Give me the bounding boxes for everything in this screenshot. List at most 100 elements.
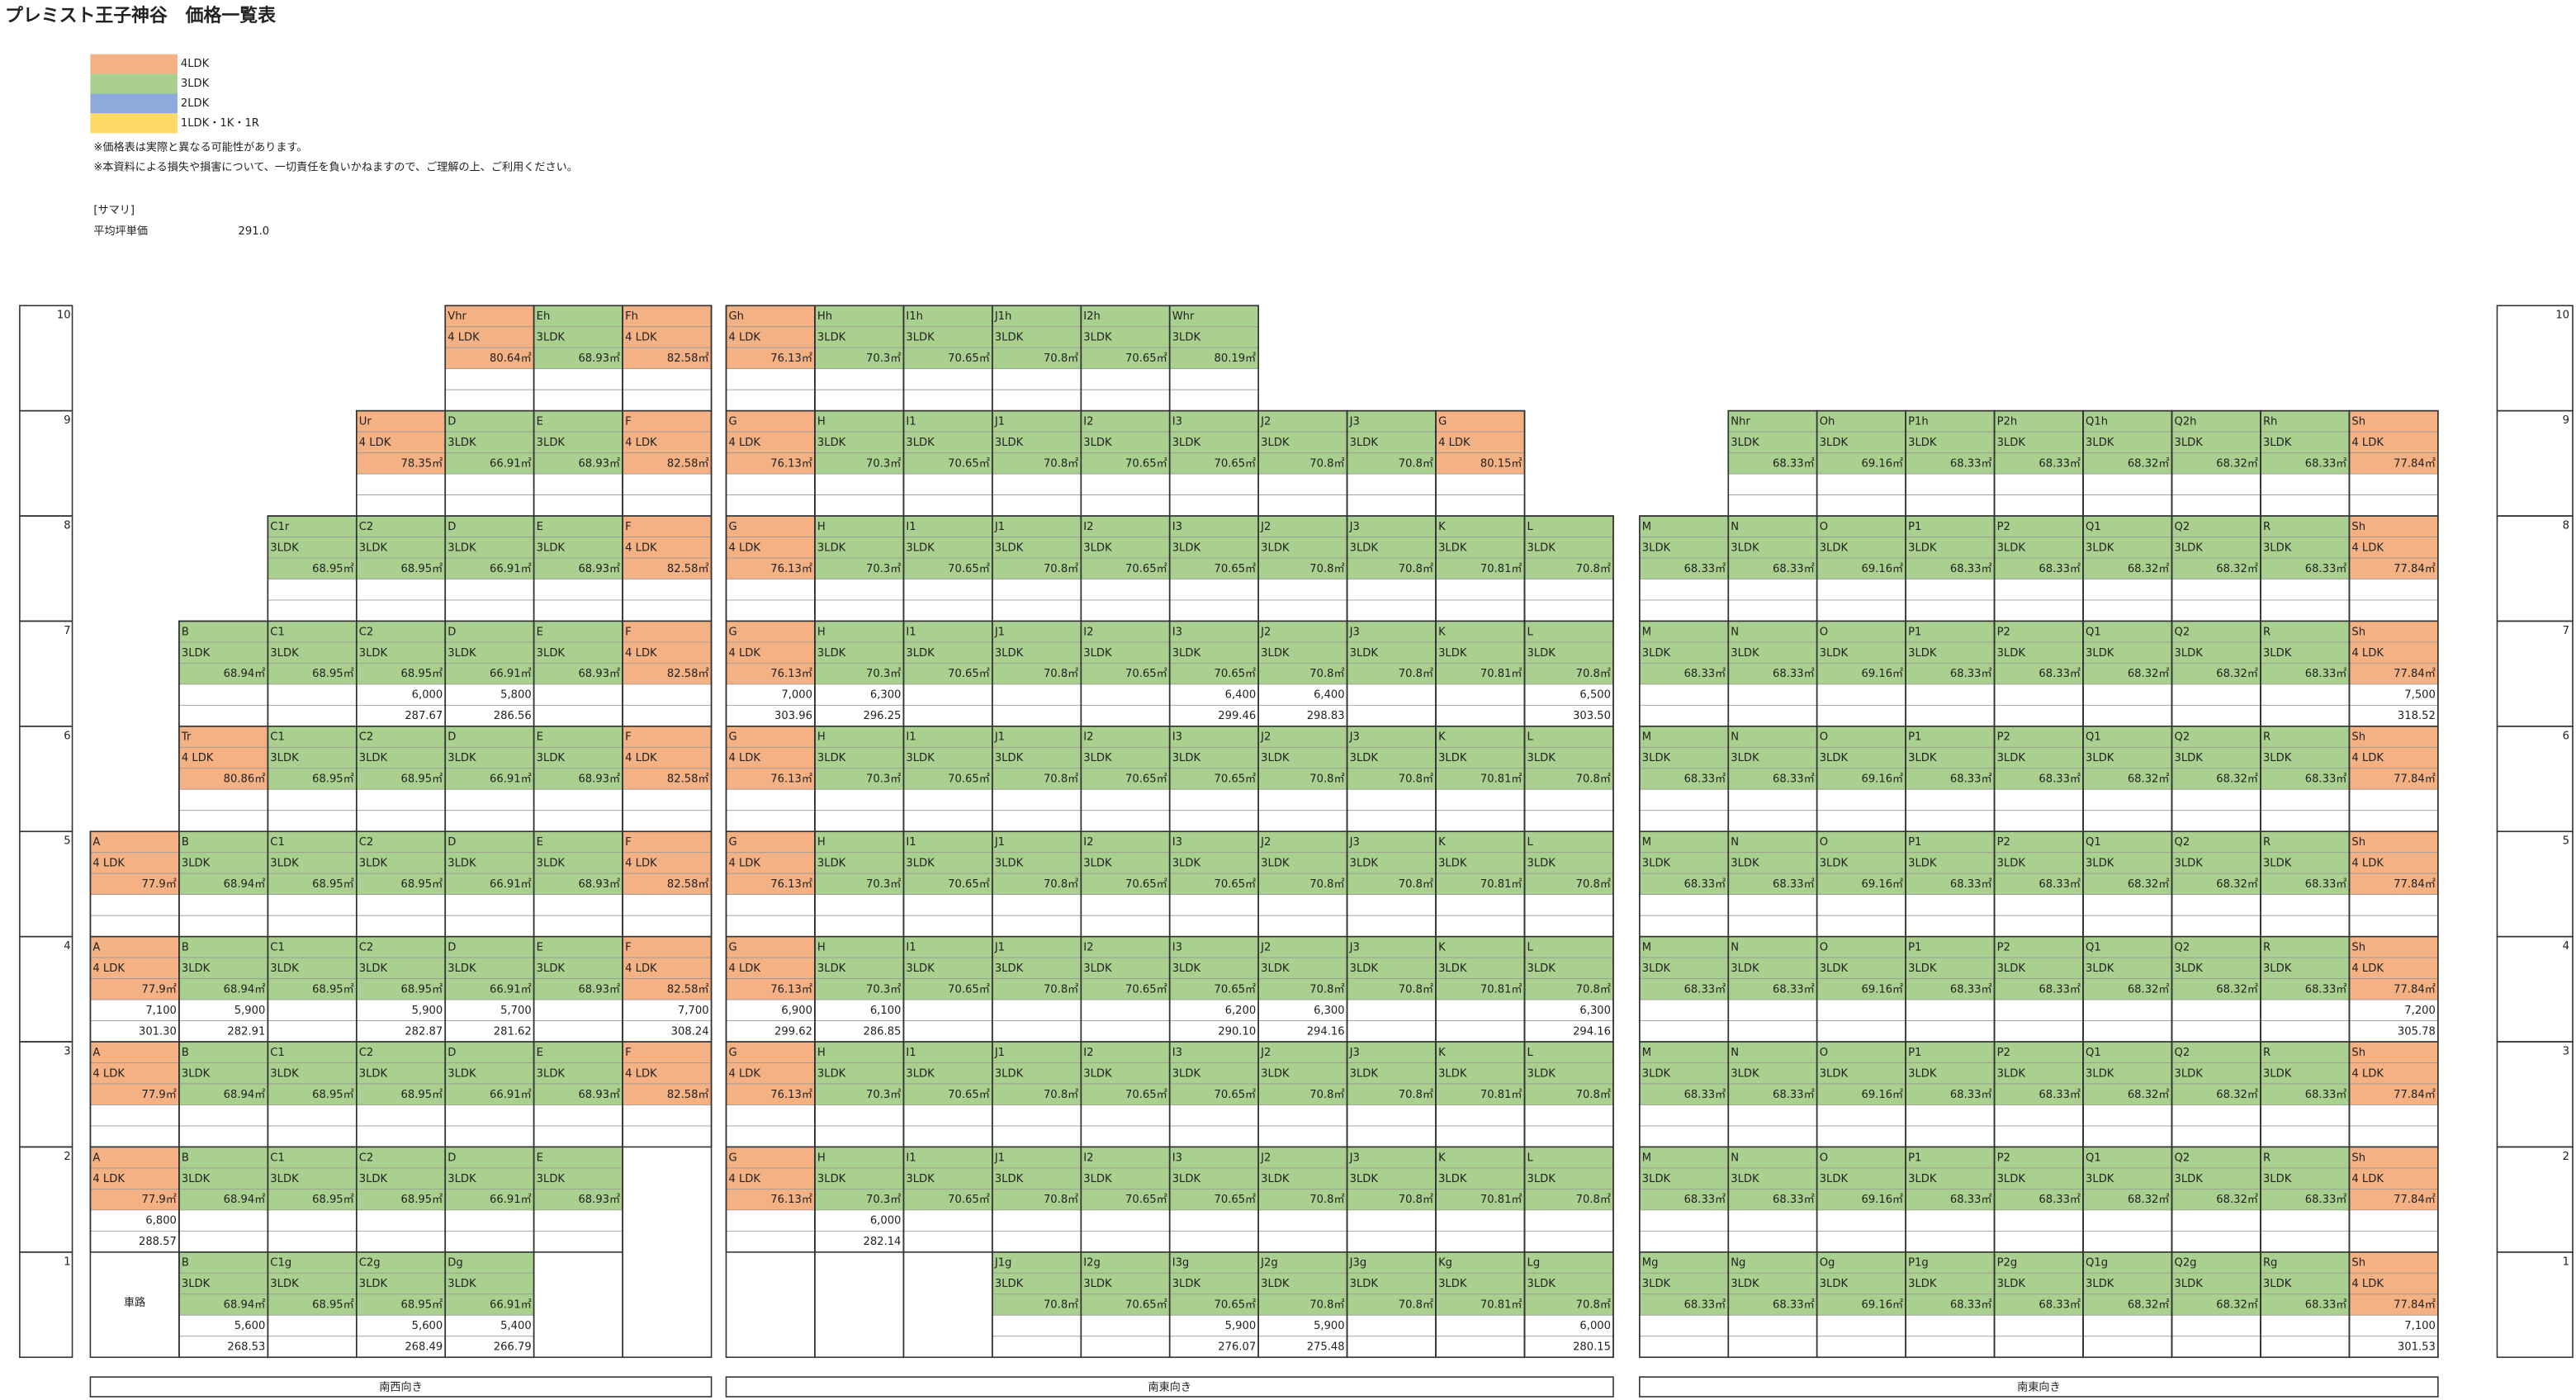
cell-row	[1727, 1294, 1818, 1316]
footer-box	[725, 1376, 1614, 1398]
unit-area: 68.33㎡	[1950, 1088, 1992, 1101]
unit-name: H	[817, 626, 826, 638]
cell-row	[1639, 999, 1729, 1021]
cell-row	[1257, 1189, 1348, 1211]
unit-type: 3LDK	[817, 752, 846, 764]
unit-type: 3LDK	[537, 1173, 566, 1185]
cell-row	[622, 999, 712, 1021]
cell-row	[1816, 1209, 1906, 1232]
cell-row	[814, 473, 904, 495]
unit-name: F	[625, 521, 632, 533]
cell-row	[992, 915, 1082, 938]
cell-row	[1524, 894, 1614, 916]
floor-box	[2496, 1041, 2574, 1148]
cell-row	[1169, 957, 1259, 980]
cell-row	[814, 1125, 904, 1147]
unit-area: 70.65㎡	[1215, 1193, 1257, 1206]
unit-area: 66.91㎡	[490, 773, 532, 786]
cell-row	[1905, 1336, 1996, 1358]
cell-row	[533, 726, 623, 748]
cell-row	[1169, 1209, 1259, 1232]
unit-name: D	[447, 626, 456, 638]
unit-type: 3LDK	[447, 858, 476, 870]
cell-row	[1435, 1020, 1525, 1043]
unit-name: P2	[1997, 1047, 2010, 1059]
cell-row	[1524, 1314, 1614, 1337]
unit-type: 3LDK	[182, 1067, 211, 1080]
cell-row	[622, 579, 712, 601]
unit-area: 68.95㎡	[312, 562, 354, 575]
cell-row	[992, 726, 1082, 748]
cell-row	[622, 726, 712, 748]
cell-row	[622, 368, 712, 390]
cell-row	[1727, 1020, 1818, 1043]
unit-name: B	[182, 1047, 189, 1059]
note: ※価格表は実際と異なる可能性があります。	[93, 141, 307, 154]
cell-row	[1435, 473, 1525, 495]
cell-row	[1257, 830, 1348, 854]
cell-row	[902, 978, 993, 1000]
cell-row	[1727, 1125, 1818, 1147]
unit-name: P1	[1908, 836, 1921, 849]
cell-row	[2082, 683, 2172, 706]
floor-box	[2496, 935, 2574, 1043]
cell-row	[902, 704, 993, 727]
cell-row	[444, 1294, 535, 1316]
cell-row	[1816, 1147, 1906, 1169]
cell-row	[1905, 1209, 1996, 1232]
unit-type: 3LDK	[2174, 962, 2203, 975]
unit-name: Q1	[2086, 1152, 2101, 1164]
cell-row	[1524, 830, 1614, 854]
cell-row	[1727, 599, 1818, 622]
cell-row	[1080, 1272, 1171, 1295]
cell-row	[1727, 621, 1818, 643]
cell-row	[90, 1041, 180, 1063]
unit-type: 3LDK	[817, 647, 846, 660]
unit-price: 5,900	[1225, 1320, 1257, 1332]
unit-area: 66.91㎡	[490, 877, 532, 891]
cell-row	[1347, 1020, 1437, 1043]
note: ※本資料による損失や損害について、一切責任を負いかねますので、ご理解の上、ご利用…	[93, 161, 577, 174]
cell-row	[1257, 1336, 1348, 1358]
cell-row	[2349, 1020, 2439, 1043]
cell-row	[814, 894, 904, 916]
unit-price: 6,300	[870, 689, 902, 702]
cell-row	[178, 1294, 268, 1316]
unit-type: 3LDK	[1350, 542, 1379, 554]
unit-name: J1	[994, 836, 1005, 849]
unit-area: 70.3㎡	[866, 982, 901, 996]
cell-row	[356, 1189, 446, 1211]
unit-type: 3LDK	[1731, 437, 1759, 449]
unit-type: 4 LDK	[728, 1173, 760, 1185]
unit-area: 70.65㎡	[948, 773, 990, 786]
unit-area: 68.33㎡	[1684, 667, 1726, 680]
cell-row	[992, 683, 1082, 706]
cell-row	[1524, 621, 1614, 643]
cell-row	[1080, 1230, 1171, 1253]
unit-area: 68.32㎡	[2216, 877, 2258, 891]
cell-row	[533, 431, 623, 454]
cell-row	[90, 1125, 180, 1147]
unit-area: 70.8㎡	[1044, 1193, 1078, 1206]
cell-row	[1639, 957, 1729, 980]
cell-row	[267, 599, 358, 622]
cell-row	[1080, 389, 1171, 412]
unit-type: 3LDK	[995, 962, 1024, 975]
cell-row	[178, 1083, 268, 1105]
unit-area: 70.8㎡	[1044, 773, 1078, 786]
cell-row	[1994, 1314, 2084, 1337]
unit-area: 70.8㎡	[1576, 1298, 1611, 1312]
cell-row	[902, 1062, 993, 1085]
cell-row	[1639, 1147, 1729, 1169]
cell-row	[2171, 599, 2261, 622]
floor-label: 10	[57, 310, 71, 322]
cell-row	[1080, 915, 1171, 938]
unit-name: Q1	[2086, 1047, 2101, 1059]
cell-row	[1257, 1062, 1348, 1085]
unit-name: I1h	[906, 310, 923, 323]
cell-row	[1169, 830, 1259, 854]
cell-row	[2171, 473, 2261, 495]
unit-area: 68.32㎡	[2128, 773, 2170, 786]
cell-row	[356, 683, 446, 706]
cell-row	[356, 746, 446, 769]
